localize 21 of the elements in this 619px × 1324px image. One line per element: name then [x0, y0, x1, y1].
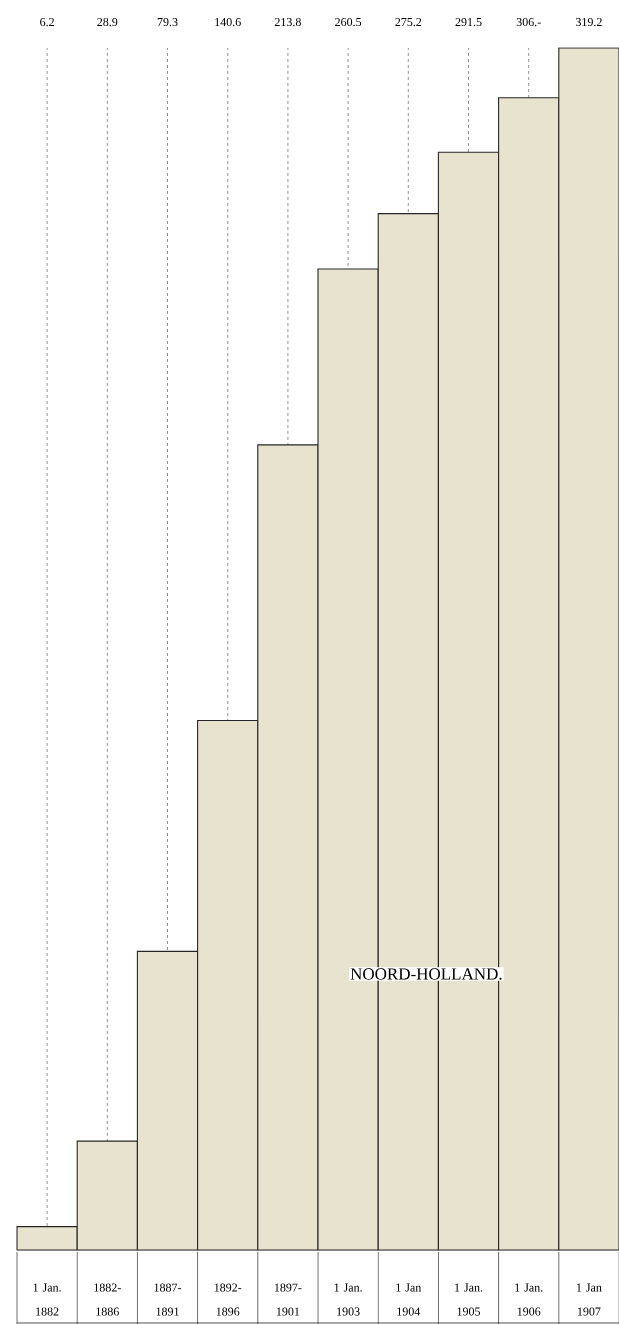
category-label: 1897- 1901: [274, 1283, 302, 1316]
category-label: 1 Jan 1904: [396, 1283, 422, 1316]
category-label: 1 Jan. 1906: [515, 1283, 543, 1316]
category-label: 1 Jan. 1905: [455, 1283, 483, 1316]
data-label: 319.2: [575, 18, 602, 27]
data-label: 260.5: [335, 17, 362, 27]
data-label: 213.8: [274, 17, 301, 27]
data-label: 140.6: [215, 17, 241, 27]
data-label: 291.5: [455, 18, 482, 27]
data-label: 275.2: [395, 18, 422, 27]
category-label: 1 Jan 1907: [576, 1283, 602, 1316]
data-label: 306.-: [516, 17, 541, 27]
category-label: 1882- 1886: [94, 1283, 121, 1316]
text: NOORD-HOLLAND.: [350, 968, 502, 980]
data-label: 79.3: [157, 18, 178, 27]
category-label: 1 Jan. 1903: [334, 1283, 362, 1316]
data-label: 28.9: [97, 17, 118, 27]
category-label: 1 Jan. 1882: [33, 1283, 61, 1316]
category-label: 1892- 1896: [214, 1283, 242, 1316]
category-label: 1887- 1891: [154, 1283, 182, 1316]
data-label: 6.2: [40, 18, 54, 27]
